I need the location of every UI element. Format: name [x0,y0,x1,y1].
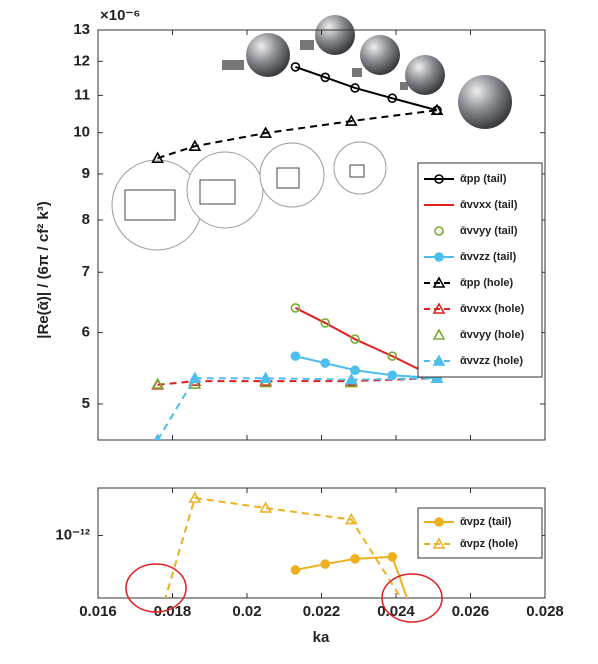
marker [434,174,444,184]
legend-box [417,507,543,559]
marker [344,373,358,385]
marker [344,114,358,126]
legend-label: ᾱvvyy (hole) [460,329,525,341]
marker [153,433,162,440]
y-tick-label: 10⁻¹² [55,526,90,543]
x-tick-label: 0.022 [303,603,341,620]
x-tick-label: 0.018 [154,603,192,620]
x-axis-label: ka [313,629,330,646]
marker [387,552,398,562]
marker [151,377,164,389]
series-line [164,496,403,598]
x-tick-label: 0.028 [526,603,564,620]
legend-label: ᾱvvyy (tail) [460,225,518,237]
marker [434,226,444,236]
marker [432,650,442,659]
marker [188,139,202,152]
marker [344,512,358,525]
marker [430,371,444,384]
marker [432,354,446,366]
y-axis-label: |Re(ᾱ)| / (6π / cf² k³) [35,201,52,338]
y-tick-label: 6 [82,324,90,341]
marker [320,559,331,569]
marker [350,334,360,344]
y-tick-label: 5 [82,395,90,412]
series-line [156,377,437,440]
legend-label: ᾱvvzz (tail) [460,251,517,263]
marker [434,252,444,262]
marker [387,351,398,361]
marker [350,365,360,376]
marker [290,351,301,361]
marker [434,517,444,527]
y-multiplier: ×10⁻⁶ [100,7,140,24]
legend-label: ᾱvvzz (hole) [460,355,523,367]
y-tick-label: 7 [82,263,90,280]
x-tick-label: 0.02 [232,603,261,620]
x-tick-label: 0.024 [377,603,415,620]
plot-content [151,62,444,440]
x-tick-label: 0.026 [452,603,490,620]
marker [259,126,272,138]
marker [320,358,331,368]
marker [188,371,202,384]
legend-label: ᾱvpz (hole) [460,538,518,550]
y-tick-label: 12 [73,52,90,69]
plot-content [153,491,442,659]
x-tick-label: 0.016 [79,603,117,620]
marker [320,72,331,83]
legend-box [417,162,543,378]
annotation-circle [125,563,187,613]
series-line [294,307,438,380]
y-tick-label: 8 [82,211,90,228]
marker [290,62,301,72]
cavity-illustrations [111,141,387,251]
y-tick-label: 11 [74,86,90,103]
series-line [157,109,438,160]
marker [432,328,446,340]
y-tick-label: 10 [73,124,90,141]
marker [432,302,446,314]
marker [387,93,398,104]
annotation-circle [381,573,443,623]
legend-label: ᾱpp (hole) [460,277,514,289]
marker [151,151,164,163]
marker [153,620,163,629]
marker [259,371,272,384]
marker [432,276,446,288]
legend-label: ᾱpp (tail) [460,173,507,185]
marker [259,501,272,513]
y-tick-label: 9 [82,165,90,182]
marker [188,491,202,503]
y-tick-label: 13 [73,21,90,38]
legend: ᾱvpz (tail) ᾱvpz (hole) [417,507,543,559]
geometry-illustrations [222,15,512,129]
marker [350,83,360,93]
marker [432,537,446,549]
legend: ᾱpp (tail) ᾱvvxx (tail) ᾱvvyy (tail) ᾱvvzz … [417,162,543,378]
legend-label: ᾱvvxx (hole) [460,303,525,315]
marker [290,565,301,575]
marker [320,318,331,328]
series-line [295,65,438,112]
marker [350,554,360,564]
legend-label: ᾱvpz (tail) [460,516,512,528]
legend-label: ᾱvvxx (tail) [460,199,518,211]
marker [430,103,444,116]
marker [290,303,301,313]
